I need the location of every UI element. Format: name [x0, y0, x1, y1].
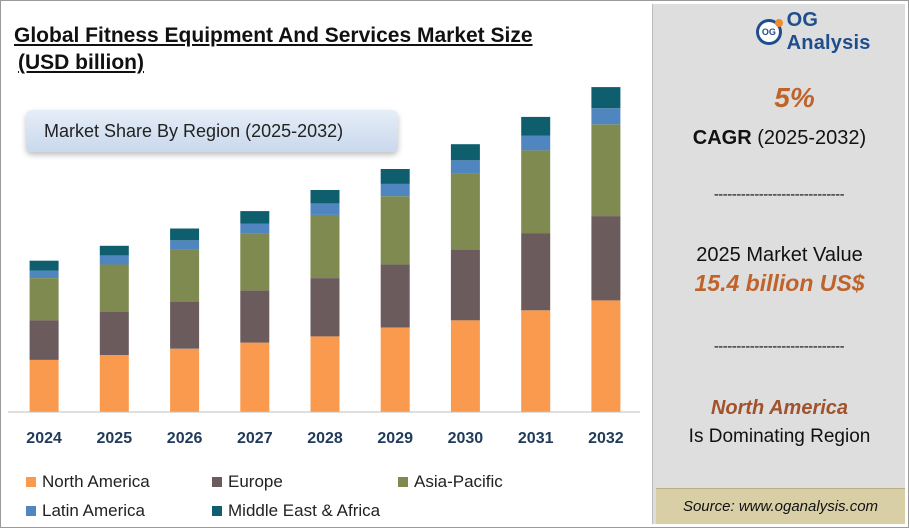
bar-asia-pacific-2026 — [170, 249, 200, 302]
legend-swatch-asia-pacific — [398, 477, 408, 487]
dominating-region-label: Is Dominating Region — [688, 426, 871, 447]
chart-title-line2: (USD billion) — [18, 51, 144, 74]
x-tick-label-2026: 2026 — [167, 430, 203, 447]
bar-latin-america-2028 — [310, 203, 340, 215]
legend-label-europe: Europe — [228, 472, 283, 491]
bar-middle-east-africa-2026 — [170, 228, 200, 241]
og-analysis-logo: OG OG Analysis — [756, 9, 905, 55]
x-tick-label-2025: 2025 — [97, 430, 133, 447]
bar-middle-east-africa-2027 — [240, 211, 270, 224]
bar-asia-pacific-2031 — [521, 150, 551, 234]
bar-middle-east-africa-2031 — [521, 116, 551, 136]
bar-middle-east-africa-2030 — [450, 144, 480, 161]
bar-north-america-2024 — [29, 359, 59, 412]
x-tick-label-2031: 2031 — [518, 430, 554, 447]
x-tick-label-2029: 2029 — [377, 430, 413, 447]
subtitle-pill: Market Share By Region (2025-2032) — [26, 110, 398, 152]
og-logo-icon: OG — [756, 19, 783, 45]
bar-europe-2031 — [521, 233, 551, 311]
bar-asia-pacific-2032 — [591, 124, 621, 217]
bar-latin-america-2027 — [240, 223, 270, 234]
bar-middle-east-africa-2028 — [310, 190, 340, 204]
bar-north-america-2030 — [450, 320, 480, 412]
source-text: Source: www.oganalysis.com — [682, 498, 879, 515]
bar-asia-pacific-2025 — [99, 264, 129, 312]
bar-asia-pacific-2028 — [310, 214, 340, 278]
bar-europe-2029 — [380, 264, 410, 328]
legend-swatch-latin-america — [26, 506, 36, 516]
legend-label-north-america: North America — [42, 472, 150, 491]
chart-subtitle: Market Share By Region (2025-2032) — [44, 120, 344, 141]
legend-item-latin-america: Latin America — [26, 501, 145, 521]
cagr-label-bold: CAGR — [692, 127, 752, 149]
bar-middle-east-africa-2024 — [29, 260, 59, 271]
legend-label-middle-east-africa: Middle East & Africa — [228, 501, 381, 520]
bar-north-america-2031 — [521, 310, 551, 412]
legend-label-latin-america: Latin America — [42, 501, 145, 520]
bar-latin-america-2032 — [591, 108, 621, 125]
bar-europe-2028 — [310, 278, 340, 337]
bar-europe-2027 — [240, 290, 270, 343]
bar-latin-america-2024 — [29, 270, 59, 278]
x-tick-label-2027: 2027 — [237, 430, 273, 447]
bar-north-america-2029 — [380, 327, 410, 412]
cagr-label-period: (2025-2032) — [751, 127, 867, 149]
legend-item-north-america: North America — [26, 472, 150, 492]
x-tick-label-2030: 2030 — [448, 430, 484, 447]
summary-panel: OG OG Analysis 5% CAGR (2025-2032) -----… — [652, 4, 905, 524]
cagr-value: 5% — [774, 82, 815, 113]
bar-europe-2026 — [170, 301, 200, 349]
market-value: 15.4 billion US$ — [694, 270, 865, 296]
x-tick-label-2032: 2032 — [588, 430, 624, 447]
logo-mark-text: OG — [761, 27, 776, 37]
bar-asia-pacific-2029 — [380, 196, 410, 265]
divider-1: ----------------------------- — [713, 186, 845, 203]
divider-2: ----------------------------- — [713, 338, 845, 355]
bar-asia-pacific-2030 — [450, 173, 480, 250]
bar-europe-2025 — [99, 311, 129, 355]
legend-swatch-middle-east-africa — [212, 506, 222, 516]
bar-latin-america-2031 — [521, 135, 551, 151]
source-bar: Source: www.oganalysis.com — [656, 488, 905, 524]
bar-north-america-2026 — [170, 348, 200, 412]
dominating-region: North America — [710, 397, 849, 419]
bar-europe-2032 — [591, 216, 621, 301]
x-tick-label-2028: 2028 — [307, 430, 343, 447]
bar-europe-2030 — [450, 249, 480, 321]
bar-north-america-2028 — [310, 336, 340, 412]
legend-label-asia-pacific: Asia-Pacific — [414, 472, 503, 491]
bar-latin-america-2029 — [380, 183, 410, 197]
bar-asia-pacific-2024 — [29, 278, 59, 321]
bar-latin-america-2030 — [450, 160, 480, 174]
legend-item-middle-east-africa: Middle East & Africa — [212, 501, 380, 521]
bar-middle-east-africa-2029 — [380, 169, 410, 184]
legend-item-europe: Europe — [212, 472, 283, 492]
x-tick-label-2024: 2024 — [26, 430, 62, 447]
legend-swatch-europe — [212, 477, 222, 487]
chart-title: Global Fitness Equipment And Services Ma… — [14, 22, 574, 76]
bar-north-america-2032 — [591, 300, 621, 412]
market-value-label: 2025 Market Value — [696, 244, 863, 266]
bar-north-america-2027 — [240, 342, 270, 412]
legend-item-asia-pacific: Asia-Pacific — [398, 472, 503, 492]
bar-north-america-2025 — [99, 355, 129, 412]
logo-text: OG Analysis — [786, 9, 871, 54]
bar-middle-east-africa-2032 — [591, 87, 621, 109]
bar-asia-pacific-2027 — [240, 233, 270, 291]
bar-latin-america-2026 — [170, 240, 200, 250]
chart-title-line1: Global Fitness Equipment And Services Ma… — [14, 24, 533, 47]
cagr-label: CAGR (2025-2032) — [653, 127, 906, 150]
bar-latin-america-2025 — [99, 255, 129, 265]
stacked-bar-chart: 2024 2025 2026 2027 2028 2029 2030 2031 2032 — [8, 87, 640, 447]
bar-middle-east-africa-2025 — [99, 245, 129, 256]
legend-swatch-north-america — [26, 477, 36, 487]
bar-europe-2024 — [29, 320, 59, 360]
